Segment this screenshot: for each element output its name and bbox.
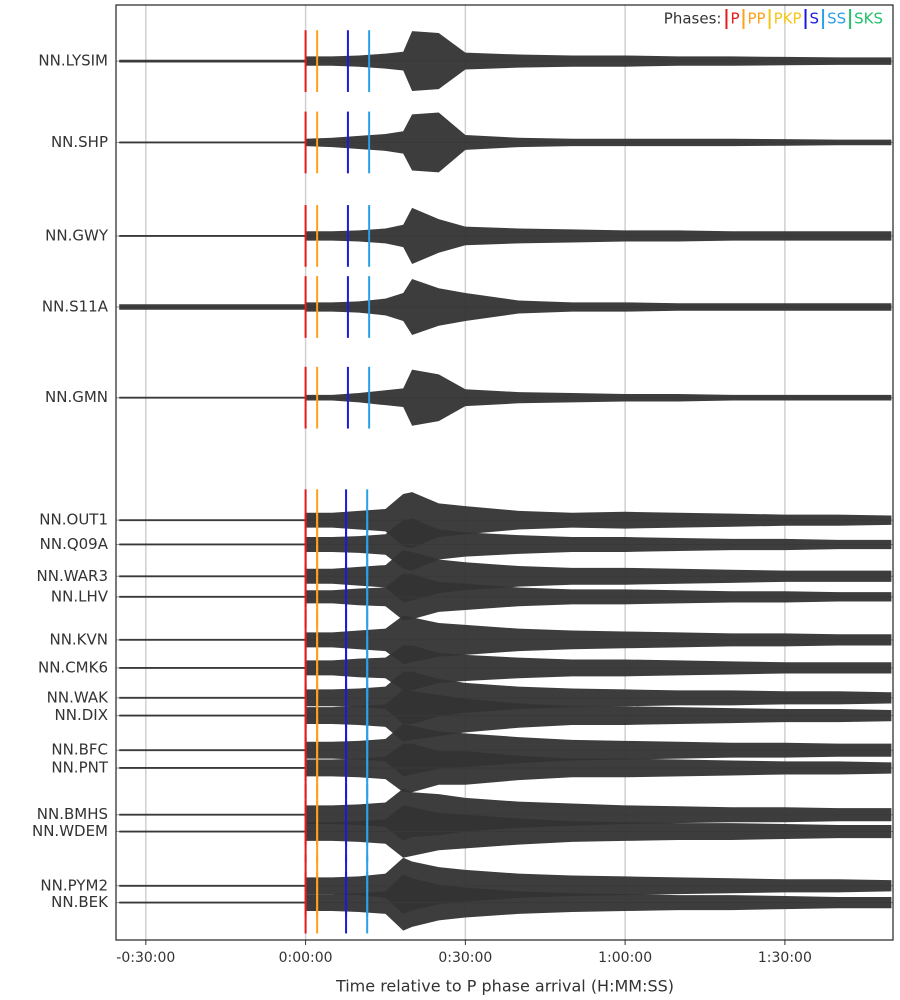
station-label: NN.GWY <box>45 226 109 244</box>
waveform-envelope <box>119 724 892 777</box>
legend: Phases: P PP PKP S SS SKS <box>664 9 883 29</box>
legend-label: P <box>730 10 739 28</box>
waveform-envelope <box>119 573 892 621</box>
station-label: NN.LHV <box>51 587 109 605</box>
waveform-envelope <box>119 743 892 793</box>
legend-label: PKP <box>774 10 802 28</box>
waveform-envelope <box>119 857 892 914</box>
x-tick-label: 0:00:00 <box>279 950 333 966</box>
station-label: NN.KVN <box>49 630 108 648</box>
station-label: NN.CMK6 <box>38 658 108 676</box>
waveform-envelope <box>119 550 892 603</box>
station-label: NN.Q09A <box>40 535 109 553</box>
station-label: NN.BEK <box>51 893 109 911</box>
station-label: NN.PYM2 <box>40 876 108 894</box>
x-axis-label: Time relative to P phase arrival (H:MM:S… <box>335 977 674 996</box>
waveform-envelope <box>119 689 892 742</box>
station-label: NN.WDEM <box>32 822 108 840</box>
waveform-envelope <box>119 31 892 92</box>
waveform-envelope <box>119 645 892 691</box>
plot-frame <box>115 4 894 941</box>
waveform-envelope <box>119 671 892 725</box>
x-tick-label: -0:30:00 <box>116 950 175 966</box>
legend-label: SS <box>827 10 846 28</box>
legend-label: S <box>810 10 820 28</box>
station-label: NN.PNT <box>51 758 108 776</box>
station-label: NN.BMHS <box>37 805 108 823</box>
waveform-envelope <box>119 112 892 173</box>
waveform-envelope <box>119 207 892 264</box>
waveform-envelope <box>119 788 892 841</box>
station-label: NN.WAK <box>47 688 109 706</box>
waveform-envelope <box>119 615 892 665</box>
legend-label: SKS <box>854 10 883 28</box>
waveform-envelope <box>119 492 892 549</box>
station-label: NN.LYSIM <box>38 52 108 70</box>
x-tick-label: 1:00:00 <box>598 950 652 966</box>
station-label: NN.WAR3 <box>37 567 108 585</box>
legend-label: PP <box>748 10 766 28</box>
station-label: NN.DIX <box>55 706 108 724</box>
station-label: NN.OUT1 <box>39 511 108 529</box>
waveform-envelope <box>119 874 892 931</box>
waveform-envelope <box>119 805 892 858</box>
station-label: NN.SHP <box>51 133 108 151</box>
x-tick-label: 1:30:00 <box>758 950 812 966</box>
waveform-envelope <box>119 369 892 426</box>
x-tick-label: 0:30:00 <box>438 950 492 966</box>
station-label: NN.S11A <box>42 298 109 316</box>
station-label: NN.GMN <box>45 388 108 406</box>
waveform-envelope <box>119 278 892 336</box>
station-label: NN.BFC <box>51 741 108 759</box>
legend-title: Phases: <box>664 10 722 28</box>
waveform-envelope <box>119 518 892 571</box>
